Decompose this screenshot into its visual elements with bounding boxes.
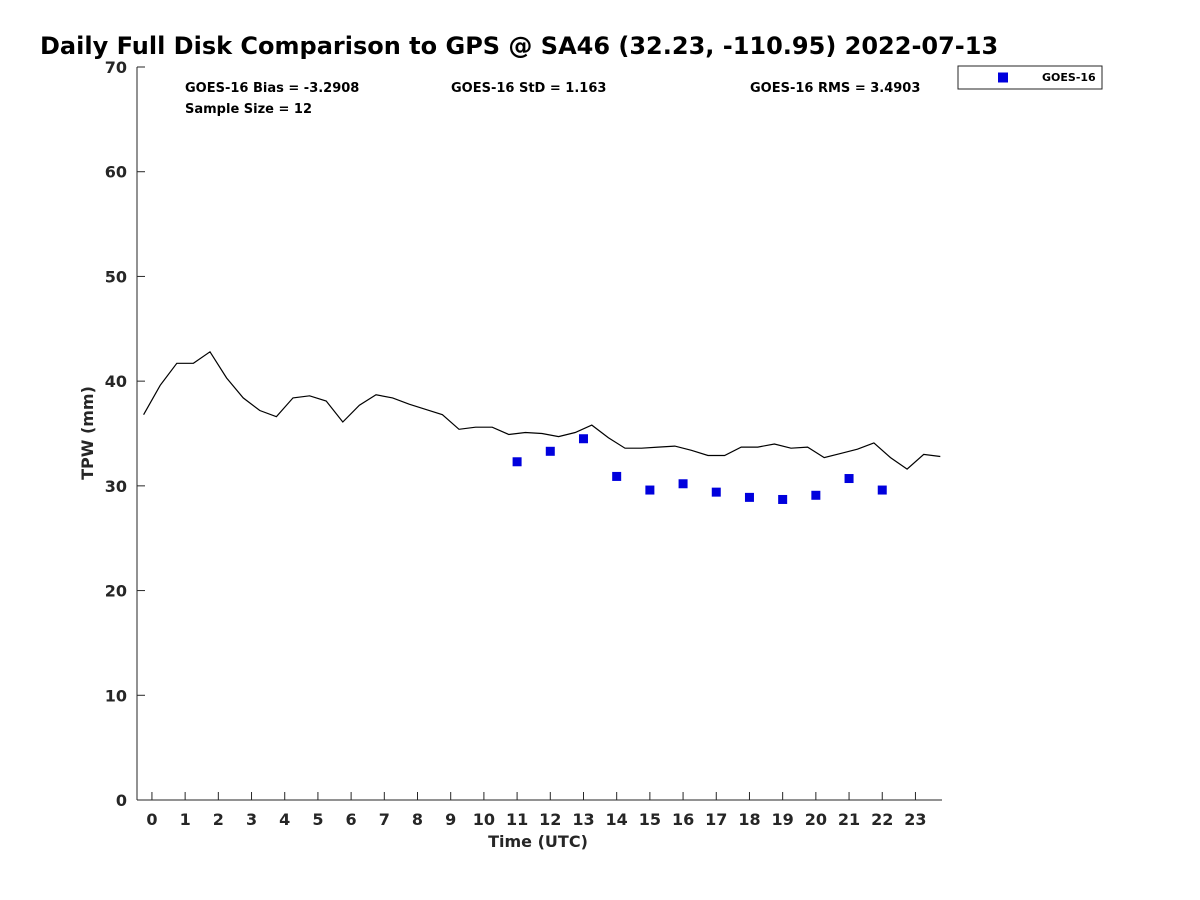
y-tick-label: 10 [105,686,127,705]
x-tick-label: 13 [572,810,594,829]
goes16-point [778,494,788,504]
goes16-point [711,487,721,497]
x-tick-label: 20 [805,810,827,829]
x-axis-label: Time (UTC) [488,832,588,851]
goes16-point [578,434,588,444]
y-tick-label: 70 [105,58,127,77]
y-tick-label: 30 [105,477,127,496]
goes16-point [645,485,655,495]
x-tick-label: 0 [146,810,157,829]
x-tick-label: 12 [539,810,561,829]
x-tick-label: 8 [412,810,423,829]
goes16-point [512,457,522,467]
y-ticks: 0 10 20 30 40 50 60 70 [105,58,145,810]
x-tick-label: 19 [772,810,794,829]
x-tick-label: 1 [180,810,191,829]
x-tick-label: 11 [506,810,528,829]
y-tick-label: 50 [105,267,127,286]
x-tick-label: 16 [672,810,694,829]
y-tick-label: 20 [105,582,127,601]
goes16-point [744,492,754,502]
x-tick-label: 10 [473,810,495,829]
bias-stat: GOES-16 Bias = -3.2908 [185,81,359,96]
y-tick-label: 60 [105,163,127,182]
goes16-point [612,471,622,481]
legend-label-goes16: GOES-16 [1042,71,1096,84]
x-tick-label: 17 [705,810,727,829]
x-tick-label: 9 [445,810,456,829]
x-tick-label: 22 [871,810,893,829]
gps-tpw-line [143,350,941,470]
y-axis-label: TPW (mm) [78,386,97,480]
x-tick-label: 7 [379,810,390,829]
x-tick-label: 5 [312,810,323,829]
x-tick-label: 15 [639,810,661,829]
rms-stat: GOES-16 RMS = 3.4903 [750,81,920,96]
x-tick-label: 14 [606,810,628,829]
x-tick-label: 4 [279,810,290,829]
legend: GOES-16 [957,65,1103,90]
goes16-point [844,474,854,484]
x-tick-label: 21 [838,810,860,829]
legend-box [957,65,1103,90]
x-tick-label: 18 [738,810,760,829]
std-stat: GOES-16 StD = 1.163 [451,81,606,96]
goes16-point [678,479,688,489]
goes16-point [811,490,821,500]
x-ticks: 0 1 2 3 4 5 6 7 8 9 10 11 12 13 14 15 16 17 18 19 20 21 22 23 [146,792,927,829]
sample-size-stat: Sample Size = 12 [185,102,312,117]
y-tick-label: 0 [116,791,127,810]
legend-marker-goes16 [998,72,1008,83]
x-tick-label: 6 [346,810,357,829]
goes16-point [545,446,555,456]
x-tick-label: 3 [246,810,257,829]
x-tick-label: 23 [904,810,926,829]
y-tick-label: 40 [105,372,127,391]
goes16-point [877,485,887,495]
x-tick-label: 2 [213,810,224,829]
series-layer [143,350,941,504]
chart-title: Daily Full Disk Comparison to GPS @ SA46… [40,32,998,60]
